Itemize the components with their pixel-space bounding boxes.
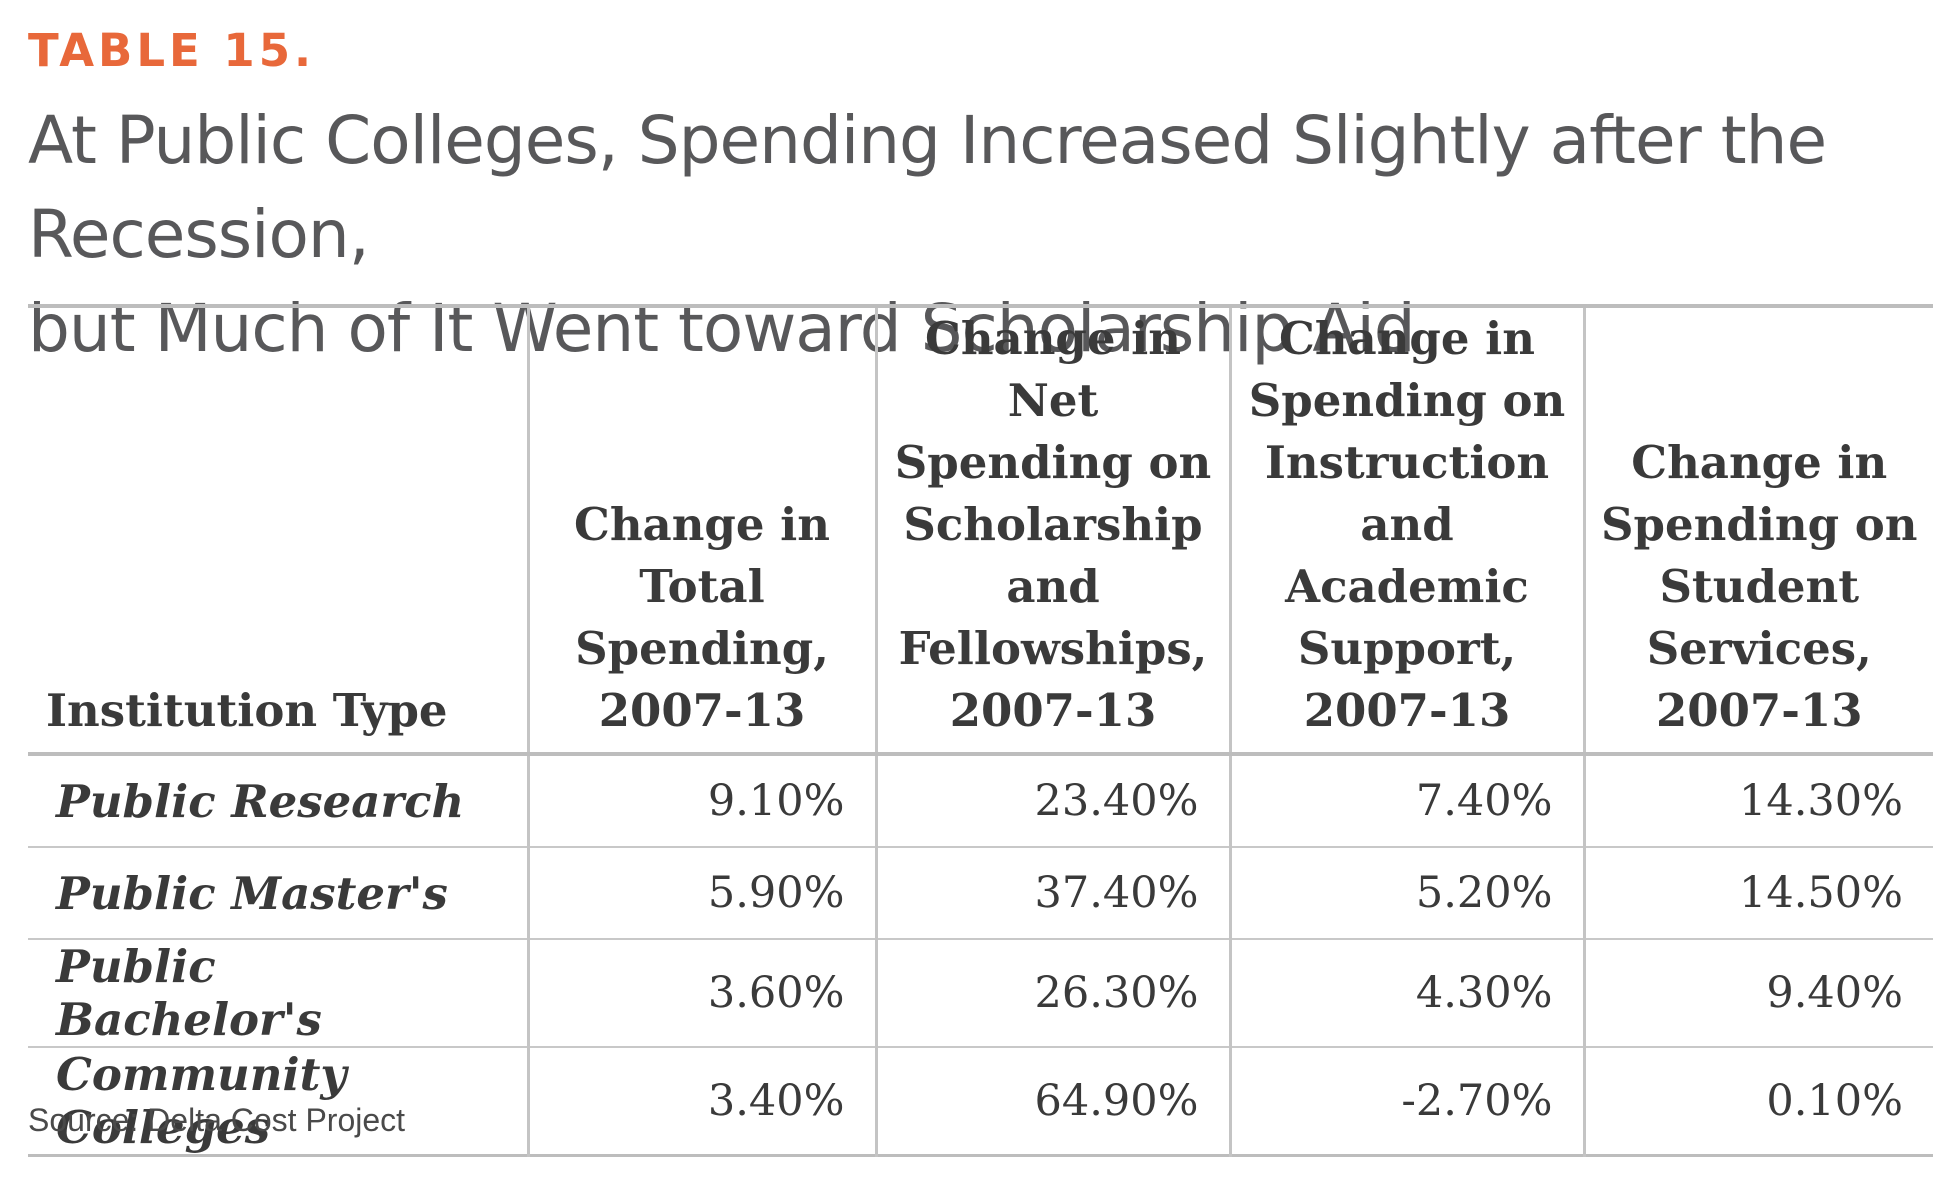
row-label: Public Master's — [28, 847, 528, 940]
table-row: Public Research 9.10% 23.40% 7.40% 14.30… — [28, 754, 1933, 848]
table-row: Community Colleges 3.40% 64.90% -2.70% 0… — [28, 1047, 1933, 1156]
header-institution-type: Institution Type — [28, 306, 528, 756]
cell-total-spending: 9.10% — [526, 754, 876, 848]
row-label: Public Research — [28, 754, 528, 848]
cell-scholarship-spending: 37.40% — [874, 847, 1230, 940]
header-student-services-spending: Change in Spending on Student Services, … — [1582, 306, 1933, 756]
cell-student-services-spending: 9.40% — [1582, 939, 1933, 1048]
cell-scholarship-spending: 23.40% — [874, 754, 1230, 848]
cell-instruction-spending: 5.20% — [1228, 847, 1584, 940]
cell-instruction-spending: 7.40% — [1228, 754, 1584, 848]
cell-total-spending: 3.40% — [526, 1047, 876, 1156]
row-label: Public Bachelor's — [28, 939, 528, 1048]
header-instruction-spending: Change in Spending on Instruction and Ac… — [1228, 306, 1584, 756]
table-row: Public Bachelor's 3.60% 26.30% 4.30% 9.4… — [28, 939, 1933, 1048]
header-row: Institution Type Change in Total Spendin… — [28, 306, 1933, 756]
cell-instruction-spending: 4.30% — [1228, 939, 1584, 1048]
source-note: Source: Delta Cost Project — [28, 1102, 406, 1138]
cell-scholarship-spending: 26.30% — [874, 939, 1230, 1048]
header-total-spending: Change in Total Spending, 2007-13 — [526, 306, 876, 756]
cell-total-spending: 5.90% — [526, 847, 876, 940]
cell-total-spending: 3.60% — [526, 939, 876, 1048]
cell-scholarship-spending: 64.90% — [874, 1047, 1230, 1156]
cell-student-services-spending: 14.30% — [1582, 754, 1933, 848]
table-title: At Public Colleges, Spending Increased S… — [28, 94, 1933, 367]
data-table: Institution Type Change in Total Spendin… — [28, 304, 1933, 1157]
cell-instruction-spending: -2.70% — [1228, 1047, 1584, 1156]
row-label: Community Colleges — [56, 1048, 347, 1154]
page: TABLE 15. At Public Colleges, Spending I… — [28, 22, 1933, 1157]
cell-student-services-spending: 14.50% — [1582, 847, 1933, 940]
cell-student-services-spending: 0.10% — [1582, 1047, 1933, 1156]
title-line-1: At Public Colleges, Spending Increased S… — [28, 102, 1827, 273]
table-row: Public Master's 5.90% 37.40% 5.20% 14.50… — [28, 847, 1933, 940]
header-scholarship-spending: Change in Net Spending on Scholarship an… — [874, 306, 1230, 756]
table-label: TABLE 15. — [28, 24, 316, 77]
